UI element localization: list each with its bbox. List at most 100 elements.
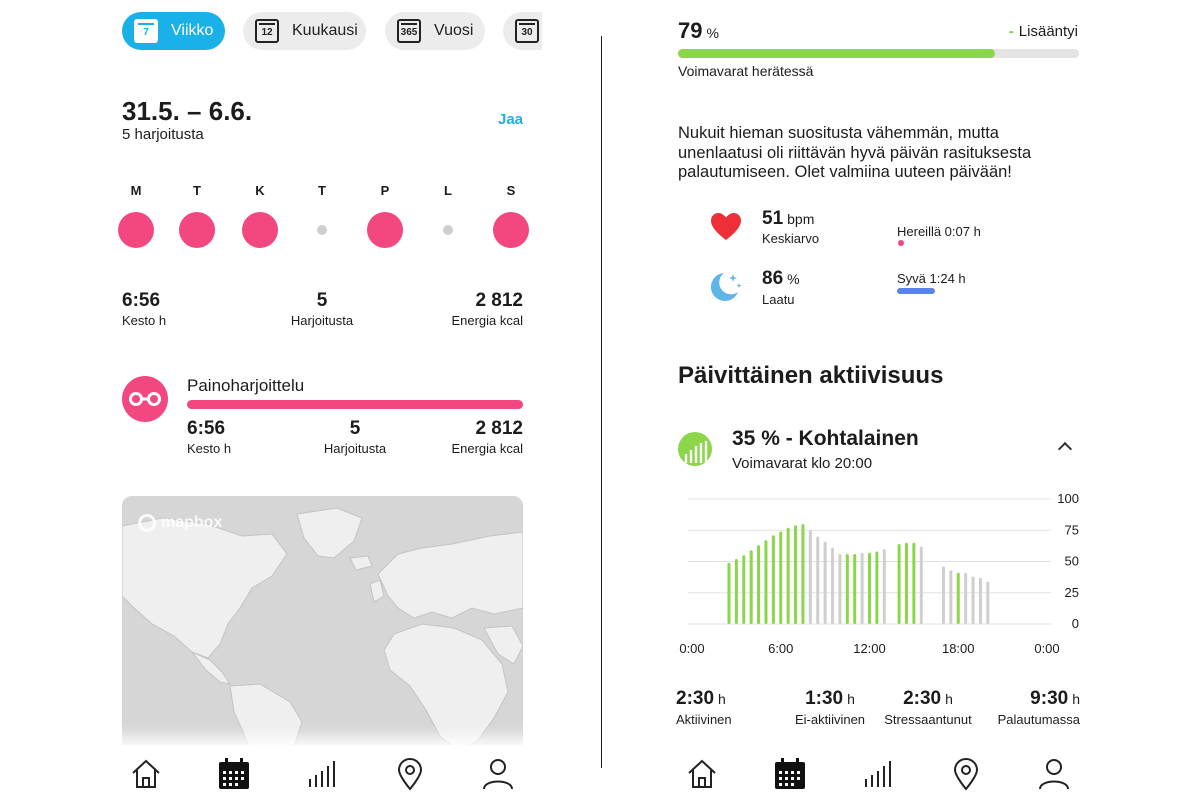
y-tick-label: 100 [1057,491,1079,506]
activity-level-title: 35 % - Kohtalainen [732,427,919,450]
chart-bar [919,546,923,624]
summary-recovering: 9:30 h Palautumassa [997,688,1080,727]
training-dot [118,212,154,248]
calendar-30-icon: 30 [515,19,539,43]
tab-month[interactable]: 12 Kuukausi [243,12,366,50]
chart-bar [742,555,746,624]
chart-bar [971,576,975,624]
activity-level-subtitle: Voimavarat klo 20:00 [732,455,873,472]
awake-phase-label: Hereillä 0:07 h [897,224,981,239]
training-dot [367,212,403,248]
recovery-value: 79% [678,18,719,43]
share-button[interactable]: Jaa [498,111,524,128]
screen-divider [601,36,602,768]
chart-bar [816,536,820,624]
sport-sessions: 5 Harjoitusta [323,418,387,456]
x-tick-label: 18:00 [942,641,975,656]
day-label: S [506,183,516,198]
heart-icon [711,213,741,240]
chart-bar [838,554,842,624]
summary-active: 2:30 h Aktiivinen [676,688,732,727]
y-tick-label: 75 [1065,522,1079,537]
home-icon[interactable] [129,757,163,791]
x-tick-label: 0:00 [679,641,704,656]
tab-year[interactable]: 365 Vuosi [385,12,485,50]
heart-rate-value: 51 bpm [762,208,815,229]
sessions-count: 5 harjoitusta [122,126,204,143]
day-label: K [255,183,265,198]
increase-indicator-icon: - [1008,23,1014,40]
sleep-feedback-text: Nukuit hieman suositusta vähemmän, mutta… [678,124,1032,181]
chevron-up-icon[interactable] [1057,441,1073,457]
training-dot [179,212,215,248]
chart-bar [845,554,849,624]
day-friday[interactable]: P [365,183,405,248]
profile-icon[interactable] [481,757,515,791]
mapbox-logo: mapbox [138,514,222,532]
day-label: L [444,183,452,198]
sport-share-bar [187,400,523,409]
profile-icon[interactable] [1037,757,1071,791]
day-tuesday[interactable]: T [177,183,217,248]
total-sessions: 5 Harjoitusta [290,290,354,328]
day-saturday[interactable]: L [428,183,468,235]
day-thursday[interactable]: T [302,183,342,235]
tab-month-label: Kuukausi [292,22,358,39]
chart-bar [941,566,945,624]
chart-bar [749,550,753,624]
chart-bar [727,562,731,624]
training-dot [493,212,529,248]
chart-bar [986,581,990,624]
rest-dot [317,225,327,235]
sport-name[interactable]: Painoharjoittelu [187,376,305,395]
x-tick-label: 12:00 [853,641,886,656]
location-icon[interactable] [949,757,983,791]
calendar-icon[interactable] [773,757,807,791]
chart-bar [808,530,812,624]
location-icon[interactable] [393,757,427,791]
stats-icon[interactable] [861,757,895,791]
day-sunday[interactable]: S [491,183,531,248]
world-map-graphic [122,496,523,756]
tab-30-days[interactable]: 30 [503,12,542,50]
y-tick-label: 25 [1065,585,1079,600]
awake-phase-marker [898,240,904,246]
chart-bar [978,577,982,624]
chart-bar [860,552,864,624]
calendar-week-icon: 7 [134,19,158,43]
calendar-icon[interactable] [217,757,251,791]
chart-bar [794,525,798,624]
bottom-navigation [102,745,542,800]
y-tick-label: 50 [1065,554,1079,569]
world-map[interactable]: mapbox [122,496,523,756]
summary-stressed: 2:30 h Stressaantunut [884,688,972,727]
calendar-year-icon: 365 [397,19,421,43]
weightlifting-icon [122,376,168,422]
chart-bar [875,551,879,624]
chart-bar [904,542,908,624]
sleep-quality-label: Laatu [762,292,795,307]
total-duration: 6:56 Kesto h [122,290,167,328]
deep-sleep-label: Syvä 1:24 h [897,271,966,286]
chart-bar [734,559,738,624]
section-title: Päivittäinen aktiivisuus [678,362,944,389]
chart-bar [823,541,827,624]
tab-week[interactable]: 7 Viikko [122,12,225,50]
home-icon[interactable] [685,757,719,791]
date-range: 31.5. – 6.6. [122,96,253,126]
sport-duration: 6:56 Kesto h [187,418,232,456]
day-monday[interactable]: M [116,183,156,248]
moon-icon [710,273,742,301]
chart-bar [882,549,886,624]
calendar-month-icon: 12 [255,19,279,43]
chart-bar [853,554,857,624]
day-wednesday[interactable]: K [240,183,280,248]
chart-bar [956,572,960,624]
chart-bar [786,527,790,624]
x-tick-label: 0:00 [1034,641,1059,656]
chart-bar [764,540,768,624]
stats-icon[interactable] [305,757,339,791]
training-dot [242,212,278,248]
chart-bar [801,524,805,624]
day-label: T [318,183,326,198]
